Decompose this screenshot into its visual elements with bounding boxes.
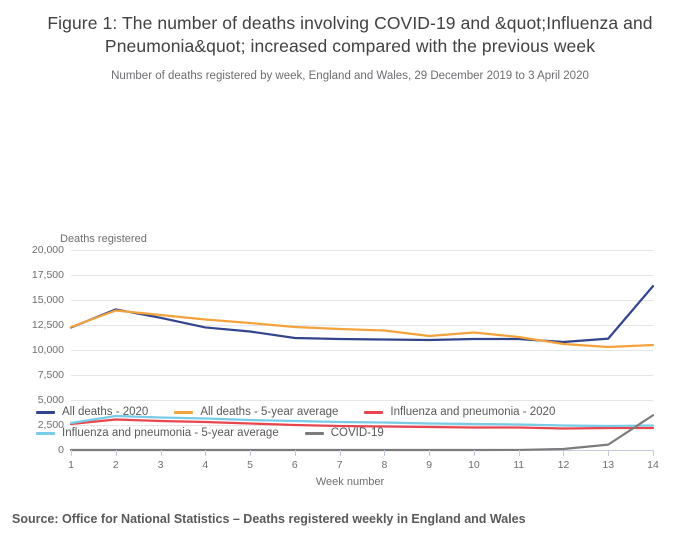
y-tick-label: 5,000 bbox=[37, 394, 64, 407]
legend-label: All deaths - 2020 bbox=[62, 406, 149, 418]
legend-item[interactable]: COVID-19 bbox=[304, 427, 384, 439]
x-tick-label: 14 bbox=[647, 459, 659, 472]
chart-header: Figure 1: The number of deaths involving… bbox=[0, 0, 700, 82]
x-tick-mark bbox=[384, 450, 386, 457]
y-tick-label: 7,500 bbox=[37, 369, 64, 382]
plot-area bbox=[69, 250, 655, 452]
x-tick-label: 9 bbox=[426, 459, 433, 472]
legend-swatch-icon bbox=[36, 431, 55, 435]
y-tick-label: 17,500 bbox=[31, 269, 64, 282]
y-tick-label: 12,500 bbox=[31, 319, 64, 332]
x-tick-label: 3 bbox=[157, 459, 164, 472]
x-tick-mark bbox=[115, 450, 117, 457]
legend-item[interactable]: Influenza and pneumonia - 2020 bbox=[364, 406, 555, 418]
x-tick-mark bbox=[339, 450, 341, 457]
series-line bbox=[69, 414, 655, 452]
legend-label: Influenza and pneumonia - 5-year average bbox=[62, 427, 279, 439]
gridline bbox=[71, 325, 653, 327]
series-layer bbox=[69, 285, 655, 452]
y-tick-label: 15,000 bbox=[31, 294, 64, 307]
x-tick-mark bbox=[71, 450, 72, 457]
legend-item[interactable]: All deaths - 5-year average bbox=[174, 406, 338, 418]
gridline bbox=[71, 250, 653, 252]
series-line bbox=[69, 415, 655, 428]
gridline bbox=[71, 375, 653, 377]
x-tick-mark bbox=[205, 450, 207, 457]
y-axis-tick-labels: 0 2,500 5,000 7,500 10,000 12,500 15,000 17,500… bbox=[8, 244, 64, 456]
chart-subtitle: Number of deaths registered by week, Eng… bbox=[111, 70, 589, 83]
legend-swatch-icon bbox=[36, 410, 55, 414]
legend-swatch-icon bbox=[174, 410, 194, 414]
x-tick-mark bbox=[563, 450, 565, 457]
x-tick-label: 10 bbox=[468, 459, 480, 472]
x-tick-label: 5 bbox=[247, 459, 253, 472]
x-tick-label: 1 bbox=[68, 459, 74, 472]
legend-swatch-icon bbox=[364, 410, 384, 414]
legend-label: All deaths - 5-year average bbox=[200, 406, 339, 418]
legend-item[interactable]: All deaths - 2020 bbox=[36, 406, 148, 418]
source-note: Source: Office for National Statistics –… bbox=[12, 512, 526, 526]
x-tick-mark bbox=[518, 450, 520, 457]
page-title: Figure 1: The number of deaths involving… bbox=[47, 13, 653, 57]
x-tick-mark bbox=[250, 450, 252, 457]
x-tick-mark bbox=[653, 450, 654, 457]
legend-label: COVID-19 bbox=[330, 427, 384, 439]
x-axis-tick-labels: 1 2 3 4 5 6 7 8 9 10 11 12 13 14 bbox=[68, 450, 659, 478]
y-axis-title: Deaths registered bbox=[60, 233, 147, 246]
legend-swatch-icon bbox=[304, 431, 324, 435]
x-axis-title: Week number bbox=[315, 476, 385, 489]
x-tick-mark bbox=[608, 450, 610, 457]
y-tick-label: 10,000 bbox=[31, 344, 64, 357]
x-tick-label: 13 bbox=[602, 459, 615, 472]
legend-item[interactable]: Influenza and pneumonia - 5-year average bbox=[36, 427, 279, 439]
x-tick-label: 2 bbox=[112, 459, 119, 472]
legend-label: Influenza and pneumonia - 2020 bbox=[390, 406, 556, 418]
x-tick-label: 6 bbox=[291, 459, 298, 472]
x-tick-label: 7 bbox=[336, 459, 343, 472]
chart-container: Deaths registered 0 2,500 5,000 7,500 10,000… bbox=[0, 98, 700, 488]
x-tick-label: 8 bbox=[381, 459, 388, 472]
x-tick-mark bbox=[473, 450, 475, 457]
y-tick-label: 0 bbox=[58, 444, 64, 457]
gridline bbox=[71, 350, 653, 352]
gridline bbox=[71, 275, 653, 277]
legend-row: All deaths - 2020 All deaths - 5-year ave… bbox=[36, 406, 676, 418]
series-line bbox=[69, 285, 655, 344]
gridline bbox=[71, 400, 653, 402]
x-tick-mark bbox=[294, 450, 296, 457]
chart-legend: All deaths - 2020 All deaths - 5-year ave… bbox=[36, 406, 676, 448]
gridline bbox=[71, 300, 653, 302]
x-tick-label: 12 bbox=[557, 459, 570, 472]
y-tick-label: 20,000 bbox=[31, 244, 64, 257]
series-line bbox=[69, 309, 655, 349]
x-tick-label: 4 bbox=[202, 459, 209, 472]
x-tick-label: 11 bbox=[513, 459, 525, 472]
legend-row: Influenza and pneumonia - 5-year average… bbox=[36, 427, 676, 439]
x-tick-mark bbox=[429, 450, 431, 457]
series-line bbox=[69, 418, 655, 430]
y-tick-label: 2,500 bbox=[37, 419, 64, 432]
x-tick-mark bbox=[160, 450, 162, 457]
